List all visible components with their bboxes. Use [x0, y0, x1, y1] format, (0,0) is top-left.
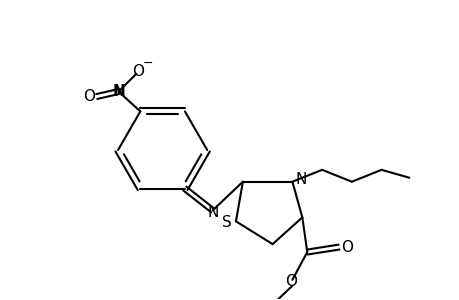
- Text: N: N: [295, 172, 306, 187]
- Text: O: O: [83, 89, 95, 104]
- Text: O: O: [340, 240, 352, 255]
- Text: N: N: [207, 205, 219, 220]
- Text: O: O: [285, 274, 297, 289]
- Text: −: −: [143, 57, 153, 70]
- Text: S: S: [222, 215, 231, 230]
- Text: N: N: [112, 84, 125, 99]
- Text: O: O: [132, 64, 144, 79]
